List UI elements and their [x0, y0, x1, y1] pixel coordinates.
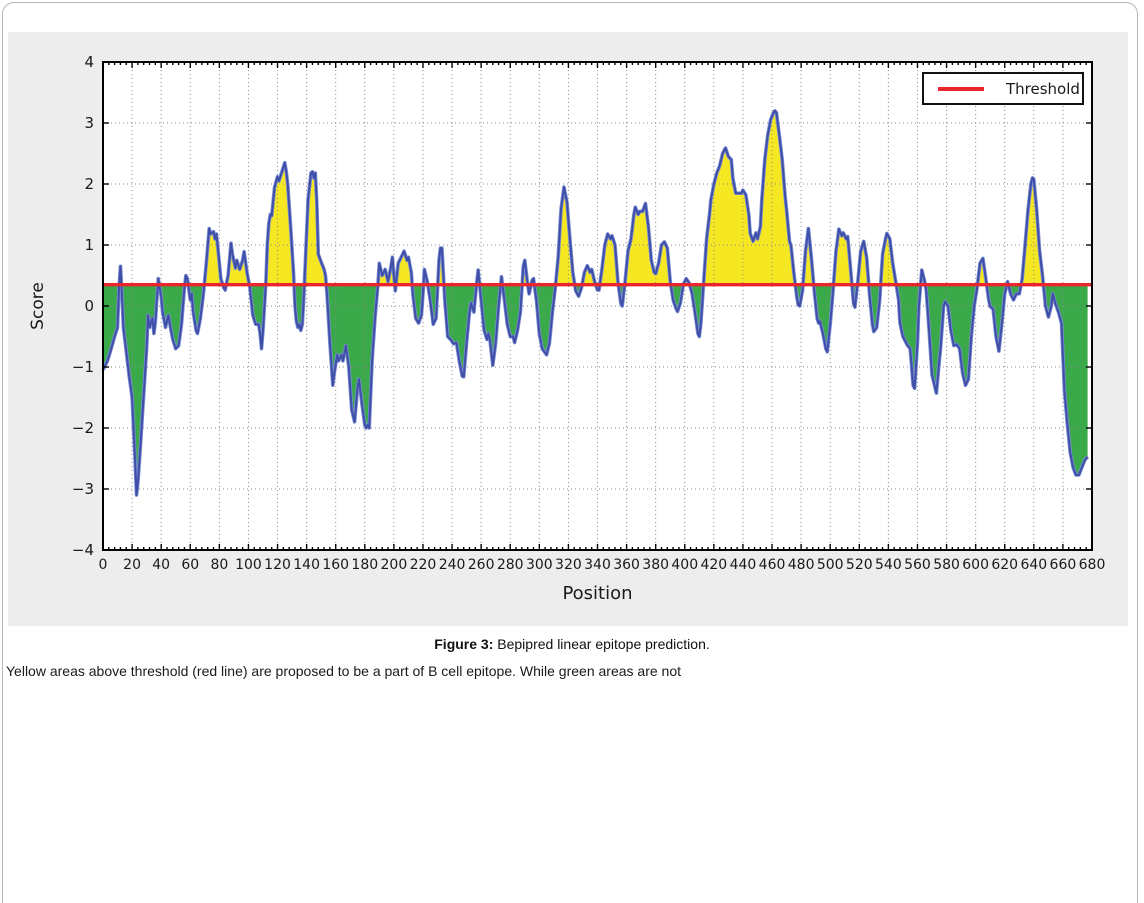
y-tick-label: 1 — [84, 236, 94, 254]
chart-panel: 0 20 40 60 80 100 120 140 160 180 200 220 240 260 280 3… — [8, 32, 1128, 626]
x-tick-label: 180 — [351, 557, 378, 573]
x-tick-label: 560 — [904, 557, 931, 573]
y-tick-labels: −4 −3 −2 −1 0 1 2 3 4 — [72, 53, 94, 559]
x-tick-label: 60 — [181, 557, 199, 573]
y-tick-label: 0 — [84, 297, 94, 315]
x-tick-label: 520 — [846, 557, 873, 573]
x-tick-label: 400 — [671, 557, 698, 573]
x-tick-label: 300 — [526, 557, 553, 573]
x-tick-label: 460 — [759, 557, 786, 573]
x-tick-label: 680 — [1079, 557, 1106, 573]
x-tick-label: 260 — [468, 557, 495, 573]
y-tick-label: 3 — [84, 114, 94, 132]
x-tick-label: 140 — [293, 557, 320, 573]
threshold-legend-line-icon — [938, 86, 984, 91]
x-tick-label: 540 — [875, 557, 902, 573]
x-tick-label: 660 — [1050, 557, 1077, 573]
x-tick-label: 360 — [613, 557, 640, 573]
score-line — [102, 109, 1089, 497]
figure-caption-text: Bepipred linear epitope prediction. — [493, 636, 710, 652]
x-tick-label: 240 — [439, 557, 466, 573]
figure-footnote: Yellow areas above threshold (red line) … — [6, 663, 682, 679]
x-tick-label: 600 — [962, 557, 989, 573]
x-tick-label: 380 — [642, 557, 669, 573]
x-tick-label: 440 — [730, 557, 757, 573]
area-below-threshold — [103, 284, 1088, 496]
legend-label: Threshold — [1006, 79, 1080, 98]
x-tick-label: 340 — [584, 557, 611, 573]
y-tick-label: 4 — [84, 53, 94, 71]
x-tick-label: 420 — [700, 557, 727, 573]
y-tick-label: −2 — [72, 419, 94, 437]
x-tick-label: 80 — [210, 557, 228, 573]
x-tick-label: 500 — [817, 557, 844, 573]
x-tick-label: 580 — [933, 557, 960, 573]
y-tick-label: −3 — [72, 480, 94, 498]
x-tick-label: 280 — [497, 557, 524, 573]
x-tick-label: 320 — [555, 557, 582, 573]
legend: Threshold — [922, 72, 1084, 105]
epitope-chart: 0 20 40 60 80 100 120 140 160 180 200 220 240 260 280 3… — [72, 53, 1106, 573]
x-axis-label: Position — [562, 583, 633, 604]
x-tick-label: 20 — [123, 557, 141, 573]
y-tick-label: −4 — [72, 541, 94, 559]
y-tick-label: 2 — [84, 175, 94, 193]
x-tick-label: 640 — [1020, 557, 1047, 573]
x-tick-label: 160 — [322, 557, 349, 573]
axis-ticks — [102, 61, 1093, 551]
x-tick-label: 100 — [235, 557, 262, 573]
x-tick-label: 220 — [410, 557, 437, 573]
x-tick-labels: 0 20 40 60 80 100 120 140 160 180 200 220 240 260 280 3… — [99, 557, 1106, 573]
y-axis-label-text: Score — [28, 282, 48, 330]
x-tick-label: 480 — [788, 557, 815, 573]
figure-caption: Figure 3: Bepipred linear epitope predic… — [0, 636, 1144, 652]
y-tick-label: −1 — [72, 358, 94, 376]
figure-caption-label: Figure 3: — [434, 636, 494, 652]
x-tick-label: 40 — [152, 557, 170, 573]
x-tick-label: 120 — [264, 557, 291, 573]
x-tick-label: 620 — [991, 557, 1018, 573]
area-above-threshold — [119, 110, 1044, 285]
x-tick-label: 0 — [99, 557, 108, 573]
x-tick-label: 200 — [381, 557, 408, 573]
